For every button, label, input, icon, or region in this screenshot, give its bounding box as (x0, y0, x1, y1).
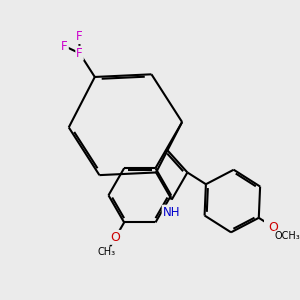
Text: F: F (76, 47, 83, 60)
Text: F: F (76, 30, 83, 43)
Text: O: O (268, 220, 278, 234)
Text: O: O (111, 231, 121, 244)
Text: CH₃: CH₃ (98, 247, 116, 257)
Text: NH: NH (163, 206, 180, 219)
Text: OCH₃: OCH₃ (275, 231, 300, 241)
Text: F: F (61, 40, 68, 52)
